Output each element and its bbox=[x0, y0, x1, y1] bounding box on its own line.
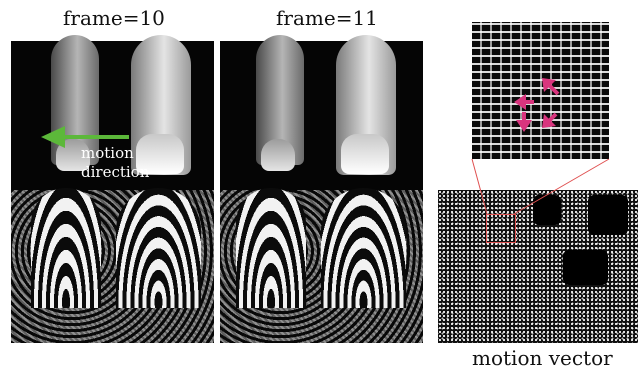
left-finger-stripes bbox=[31, 188, 101, 308]
frame-11-pattern bbox=[220, 188, 423, 343]
left-fingernail bbox=[261, 139, 295, 171]
left-finger-stripes bbox=[236, 188, 306, 308]
left-arrow-icon bbox=[514, 94, 534, 110]
frame-11-title: frame=11 bbox=[276, 6, 378, 30]
down-arrow-icon bbox=[516, 112, 532, 132]
frame-11-photo bbox=[220, 35, 423, 190]
frame-10-pattern bbox=[11, 188, 214, 343]
dark-region bbox=[563, 250, 608, 285]
right-fingernail bbox=[136, 134, 184, 174]
down-right-arrow-icon bbox=[542, 112, 558, 128]
motion-vector-zoom-inset bbox=[472, 22, 609, 159]
dark-region bbox=[588, 195, 628, 235]
direction-label: direction bbox=[81, 163, 150, 181]
right-finger-stripes bbox=[321, 188, 406, 308]
motion-label: motion bbox=[81, 144, 134, 162]
right-finger-stripes bbox=[116, 188, 201, 308]
zoom-region-box bbox=[486, 214, 516, 243]
motion-vector-caption: motion vector bbox=[472, 346, 613, 370]
left-arrow-icon bbox=[41, 126, 129, 148]
motion-vector-field bbox=[438, 190, 638, 343]
frame-10-photo: motion direction bbox=[11, 35, 214, 190]
motion-direction-label: motion direction bbox=[81, 144, 149, 182]
frame-10-title: frame=10 bbox=[63, 6, 165, 30]
up-left-arrow-icon bbox=[542, 78, 560, 96]
right-fingernail bbox=[341, 134, 389, 174]
